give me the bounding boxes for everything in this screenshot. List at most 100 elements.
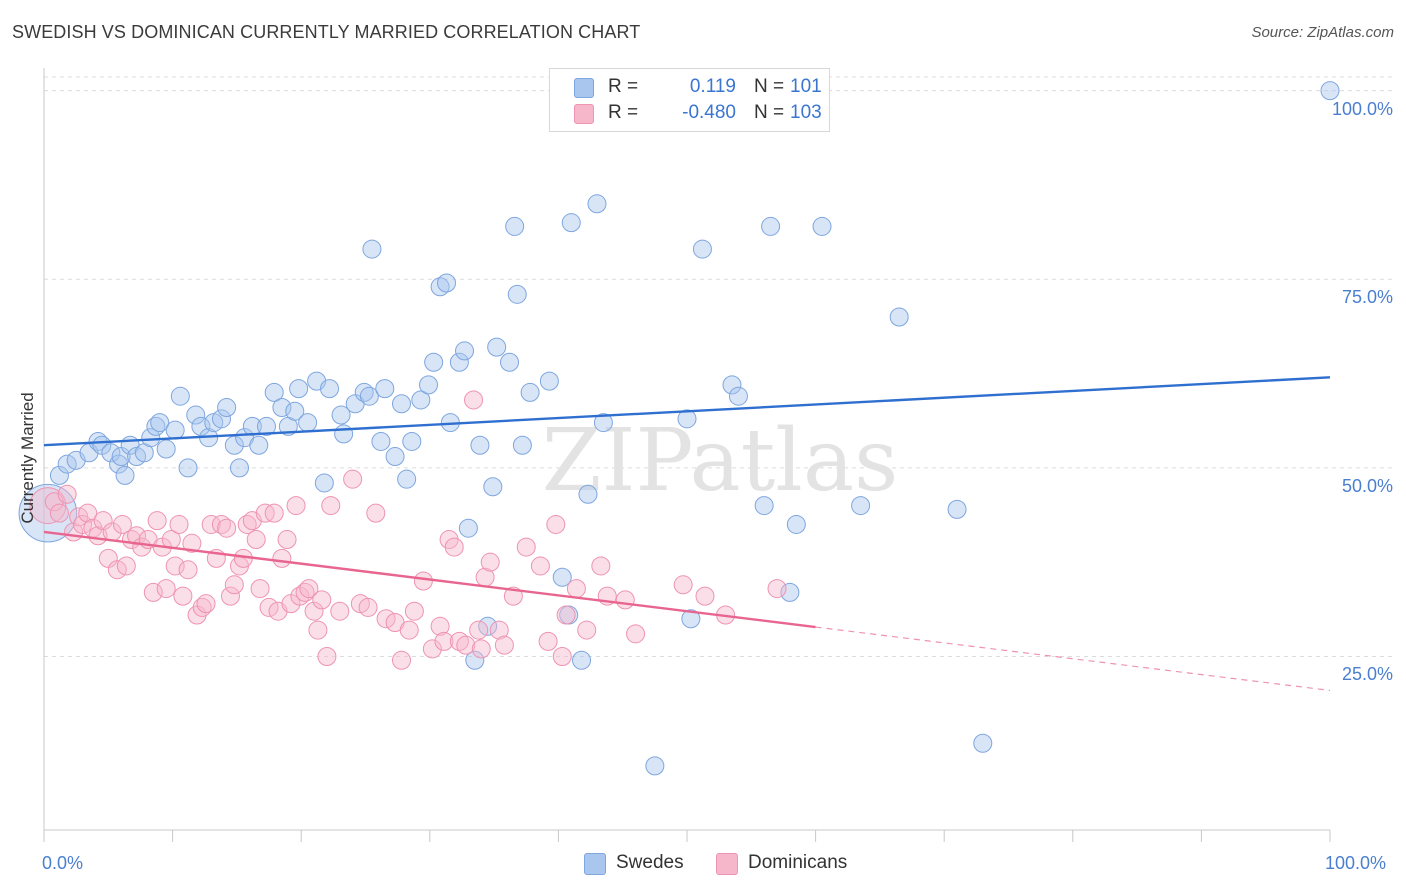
- point-dominicans: [272, 548, 292, 568]
- point-dominicans: [430, 616, 450, 636]
- point-swedes: [314, 473, 334, 493]
- point-swedes: [319, 379, 339, 399]
- point-swedes: [973, 733, 993, 753]
- point-dominicans: [489, 620, 509, 640]
- point-swedes: [285, 401, 305, 421]
- point-swedes: [455, 341, 475, 361]
- point-swedes: [397, 469, 417, 489]
- point-swedes: [539, 371, 559, 391]
- point-dominicans: [317, 646, 337, 666]
- point-swedes: [578, 484, 598, 504]
- point-swedes: [211, 409, 231, 429]
- point-swedes: [483, 477, 503, 497]
- point-swedes: [115, 465, 135, 485]
- point-dominicans: [566, 579, 586, 599]
- point-swedes: [150, 413, 170, 433]
- point-dominicans: [237, 514, 257, 534]
- point-swedes: [49, 465, 69, 485]
- point-dominicans: [182, 533, 202, 553]
- point-swedes: [754, 496, 774, 516]
- point-dominicans: [366, 503, 386, 523]
- point-swedes: [170, 386, 190, 406]
- point-dominicans: [422, 639, 442, 659]
- point-swedes: [272, 398, 292, 418]
- point-dominicans: [295, 582, 315, 602]
- point-dominicans: [116, 556, 136, 576]
- point-dominicans: [321, 496, 341, 516]
- point-dominicans: [147, 511, 167, 531]
- point-dominicans: [480, 552, 500, 572]
- point-dominicans: [250, 579, 270, 599]
- point-dominicans: [29, 487, 67, 525]
- point-swedes: [411, 390, 431, 410]
- y-tick-label: 25.0%: [1341, 664, 1393, 685]
- point-dominicans: [552, 646, 572, 666]
- point-swedes: [507, 284, 527, 304]
- trend-line-dominicans: [43, 530, 816, 629]
- point-swedes: [371, 431, 391, 451]
- point-swedes: [419, 375, 439, 395]
- point-dominicans: [49, 503, 69, 523]
- point-dominicans: [695, 586, 715, 606]
- point-dominicans: [299, 579, 319, 599]
- point-dominicans: [399, 620, 419, 640]
- legend-n-label: N =: [754, 76, 785, 97]
- point-swedes: [264, 382, 284, 402]
- legend-r-label: R =: [608, 76, 639, 97]
- point-swedes: [146, 416, 166, 436]
- trend-lines: [43, 376, 1331, 692]
- legend-swatch-dominicans: [574, 104, 594, 124]
- point-dominicans: [444, 537, 464, 557]
- point-swedes: [256, 416, 276, 436]
- point-swedes: [1320, 81, 1340, 101]
- point-swedes: [101, 443, 121, 463]
- series-dominicans: [29, 390, 787, 670]
- correlation-legend: R = 0.119 N = 101 R = -0.480 N = 103: [549, 68, 830, 132]
- legend-r-value: 0.119: [689, 76, 736, 97]
- point-swedes: [505, 216, 525, 236]
- point-swedes: [334, 424, 354, 444]
- point-dominicans: [767, 579, 787, 599]
- point-dominicans: [304, 601, 324, 621]
- point-dominicans: [196, 594, 216, 614]
- point-swedes: [851, 496, 871, 516]
- legend-label-swedes: Swedes: [616, 852, 684, 873]
- legend-n-value: 101: [790, 76, 822, 97]
- point-dominicans: [449, 631, 469, 651]
- trend-line-extension-dominicans: [815, 626, 1331, 692]
- x-tick-label-min: 0.0%: [42, 853, 84, 873]
- point-dominicans: [615, 590, 635, 610]
- point-dominicans: [264, 503, 284, 523]
- y-tick-label: 75.0%: [1341, 287, 1393, 308]
- point-dominicans: [308, 620, 328, 640]
- point-swedes: [587, 194, 607, 214]
- point-swedes: [487, 337, 507, 357]
- point-swedes: [465, 650, 485, 670]
- point-swedes: [375, 379, 395, 399]
- point-swedes: [761, 216, 781, 236]
- point-dominicans: [503, 586, 523, 606]
- point-dominicans: [330, 601, 350, 621]
- point-dominicans: [143, 582, 163, 602]
- point-swedes: [229, 458, 249, 478]
- point-swedes: [500, 352, 520, 372]
- legend-n-value: 103: [790, 102, 822, 123]
- point-dominicans: [392, 650, 412, 670]
- point-dominicans: [224, 575, 244, 595]
- point-swedes: [141, 428, 161, 448]
- point-dominicans: [469, 620, 489, 640]
- point-swedes: [437, 273, 457, 293]
- point-dominicans: [211, 514, 231, 534]
- point-dominicans: [201, 514, 221, 534]
- point-swedes: [249, 435, 269, 455]
- point-dominicans: [530, 556, 550, 576]
- point-dominicans: [220, 586, 240, 606]
- point-dominicans: [434, 631, 454, 651]
- source-attribution: Source: ZipAtlas.com: [1251, 24, 1394, 41]
- point-swedes: [359, 386, 379, 406]
- point-dominicans: [404, 601, 424, 621]
- point-dominicans: [169, 514, 189, 534]
- point-dominicans: [112, 514, 132, 534]
- point-dominicans: [471, 639, 491, 659]
